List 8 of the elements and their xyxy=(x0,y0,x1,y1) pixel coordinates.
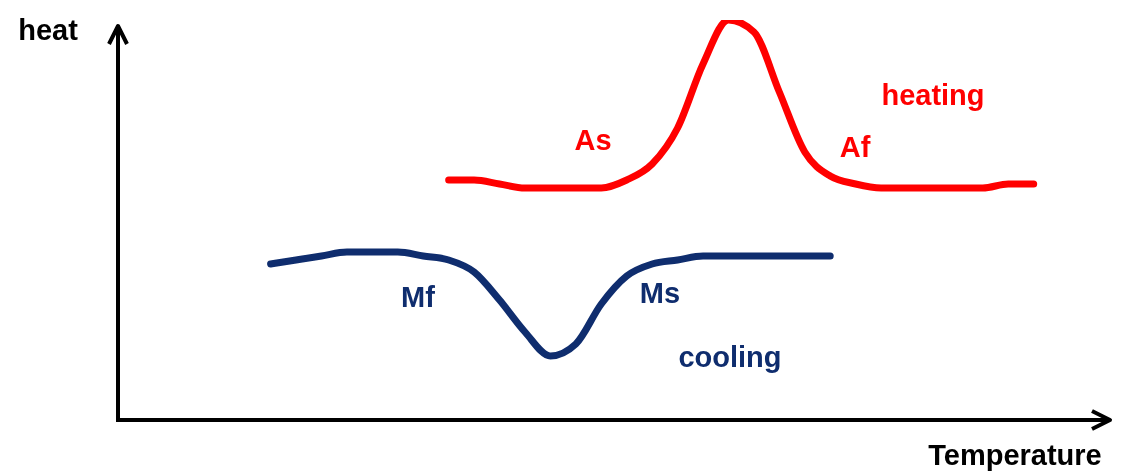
annotation: Ms xyxy=(639,276,681,310)
annotation: Af xyxy=(839,130,871,164)
y-axis-title: heat xyxy=(18,13,78,47)
annotation: Mf xyxy=(401,280,435,314)
x-axis-title: Temperature xyxy=(928,438,1102,472)
annotation: As xyxy=(574,123,612,157)
text: heating xyxy=(881,78,985,112)
text: cooling xyxy=(678,340,782,374)
